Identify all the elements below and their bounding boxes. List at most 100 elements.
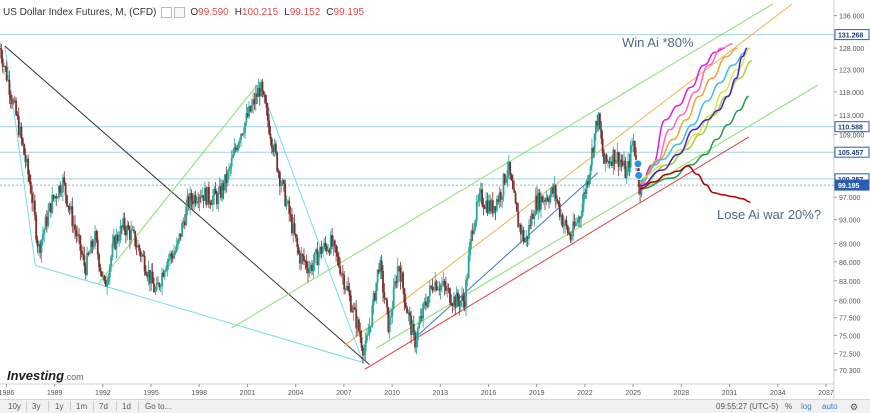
toolbar-divider [116, 401, 117, 411]
x-tick-label: 2001 [240, 390, 256, 397]
candle-body [355, 309, 358, 329]
range-10y-button[interactable]: 10y [8, 402, 21, 411]
candle-body [557, 201, 560, 204]
candle-body [154, 289, 157, 293]
candle-body [276, 152, 279, 172]
candle-body [193, 194, 196, 205]
candle-body [392, 287, 395, 309]
candle-body [274, 143, 277, 153]
price-badge-label: 99.195 [838, 183, 860, 190]
candle-body [177, 239, 180, 245]
candle-body [529, 225, 532, 226]
candle-body [620, 159, 623, 163]
candle-body [592, 148, 595, 153]
candle-body [501, 196, 504, 200]
candle-body [70, 206, 72, 210]
candle-body [167, 259, 170, 262]
candle-body [542, 200, 545, 203]
candle-body [486, 200, 489, 214]
candle-body [238, 140, 241, 144]
log-toggle[interactable]: log [801, 402, 812, 411]
range-1y-button[interactable]: 1y [55, 402, 64, 411]
candle-body [29, 181, 32, 194]
candle-body [605, 154, 608, 162]
candle-body [510, 174, 513, 181]
candle-body [124, 229, 127, 236]
trend-line [415, 172, 599, 338]
auto-toggle[interactable]: auto [822, 402, 838, 411]
candle-body [43, 229, 46, 235]
candle-body [317, 254, 320, 266]
candle-body [521, 230, 524, 235]
candle-body [102, 275, 105, 277]
candle-body [411, 324, 414, 335]
candle-body [147, 270, 150, 278]
candle-body [383, 292, 386, 299]
candle-body [258, 87, 261, 97]
candle-body [210, 204, 213, 206]
event-marker-icon [634, 170, 644, 180]
x-tick-label: 2025 [625, 390, 641, 397]
range-7d-button[interactable]: 7d [99, 402, 108, 411]
range-3y-button[interactable]: 3y [32, 402, 41, 411]
candle-body [115, 234, 118, 250]
candle-body [550, 187, 553, 194]
candle-body [277, 171, 280, 173]
candle-body [187, 196, 190, 208]
candle-body [185, 206, 188, 226]
ohlc-low-value: 99.152 [289, 6, 321, 18]
goto-button[interactable]: Go to... [145, 402, 172, 411]
candle-body [582, 192, 585, 204]
price-badge-label: 105.457 [838, 150, 863, 157]
candle-body [471, 230, 474, 234]
candle-body [27, 158, 30, 175]
candle-body [265, 102, 268, 108]
candle-body [321, 248, 324, 254]
candle-body [303, 256, 305, 262]
toggle-icon[interactable] [174, 6, 186, 18]
candle-body [450, 302, 453, 306]
settings-icon[interactable] [161, 6, 173, 18]
candle-body [195, 201, 198, 204]
candle-body [489, 200, 492, 212]
candle-body [545, 197, 548, 202]
candle-body [130, 229, 133, 240]
candle-body [106, 282, 109, 287]
candle-body [71, 206, 74, 227]
candle-body [328, 249, 331, 254]
x-tick-label: 2013 [433, 390, 449, 397]
candle-body [388, 317, 391, 332]
candle-body [341, 273, 344, 276]
settings-gear-icon[interactable]: ⚙ [850, 402, 859, 412]
candle-body [52, 194, 55, 199]
candle-body [574, 222, 577, 226]
candle-body [155, 282, 158, 290]
candle-body [396, 266, 399, 284]
candle-body [194, 194, 197, 204]
percent-toggle[interactable]: % [785, 402, 793, 411]
candle-body [494, 206, 497, 211]
candle-body [490, 200, 493, 212]
range-1d-button[interactable]: 1d [122, 402, 131, 411]
range-1m-button[interactable]: 1m [76, 402, 88, 411]
candle-body [532, 213, 534, 220]
event-marker-icon [633, 159, 643, 169]
candle-body [226, 171, 229, 184]
candle-body [182, 221, 185, 223]
candle-body [297, 247, 300, 254]
candle-body [163, 271, 166, 277]
candle-body [237, 143, 240, 150]
y-tick-label: 136.000 [839, 14, 864, 21]
trend-line [343, 3, 793, 347]
candle-body [386, 299, 388, 308]
candle-body [119, 226, 122, 241]
candle-body [522, 230, 525, 242]
candle-body [45, 216, 48, 226]
toolbar-divider [48, 401, 49, 411]
candle-body [123, 217, 126, 230]
candle-body [595, 120, 597, 134]
candle-body [633, 140, 636, 156]
candle-body [424, 301, 427, 306]
